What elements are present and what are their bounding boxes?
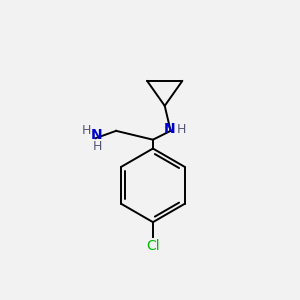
Text: H: H	[82, 124, 92, 137]
Text: N: N	[91, 128, 103, 142]
Text: Cl: Cl	[146, 239, 160, 253]
Text: H: H	[92, 140, 102, 153]
Text: N: N	[163, 122, 175, 136]
Text: H: H	[177, 123, 187, 136]
